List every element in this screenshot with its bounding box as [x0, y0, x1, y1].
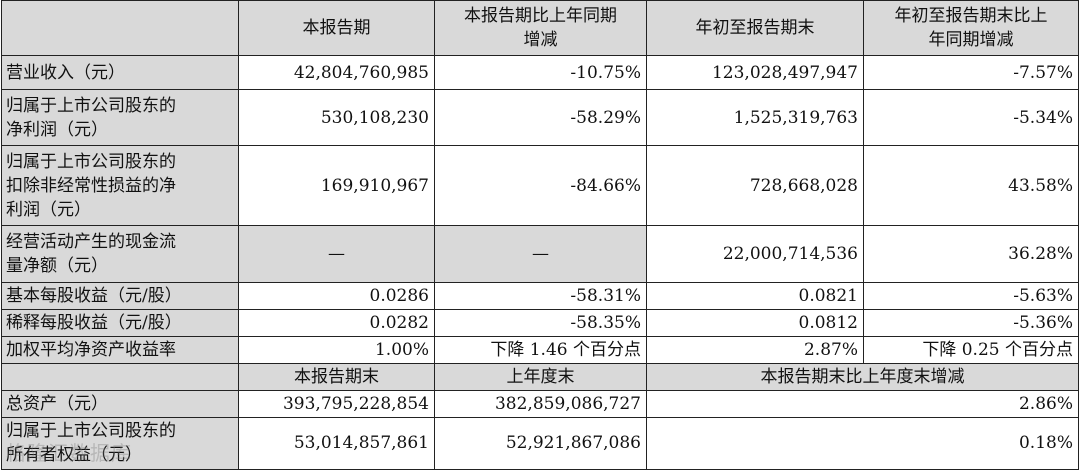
cell-ytd: 0.0821	[646, 281, 864, 310]
row-label-line: 扣除非经常性损益的净	[6, 175, 176, 196]
row-label-line: 总资产（元）	[6, 393, 108, 414]
cell-period-end: 393,795,228,854	[238, 389, 435, 418]
row-label-line: 归属于上市公司股东的	[6, 151, 176, 172]
header-current-period: 本报告期	[238, 0, 435, 57]
table-row: 经营活动产生的现金流 量净额（元） — — 22,000,714,536 36.…	[1, 225, 1079, 283]
subheader-period-end: 本报告期末	[238, 362, 435, 391]
subheader-corner	[1, 362, 239, 391]
subheader-prior-year-end: 上年度末	[434, 362, 647, 391]
cell-ytd: 728,668,028	[646, 145, 864, 227]
row-label-line: 基本每股收益（元/股）	[6, 285, 182, 306]
cell-ytd-change: -5.63%	[863, 281, 1079, 310]
cell-current: —	[238, 225, 435, 283]
header-yoy-change-line2: 增减	[523, 30, 558, 51]
row-label-line: 加权平均净资产收益率	[6, 339, 176, 360]
header-yoy-change: 本报告期比上年同期 增减	[434, 0, 647, 57]
row-label: 经营活动产生的现金流 量净额（元）	[1, 225, 239, 283]
table-row: 营业收入（元） 42,804,760,985 -10.75% 123,028,4…	[1, 55, 1079, 91]
cell-yoy: -58.35%	[434, 308, 647, 337]
row-label-line: 经营活动产生的现金流	[6, 231, 176, 252]
cell-yoy: -10.75%	[434, 55, 647, 91]
header-ytd: 年初至报告期末	[646, 0, 864, 57]
header-ytd-change: 年初至报告期末比上 年同期增减	[863, 0, 1079, 57]
table-row: 总资产（元） 393,795,228,854 382,859,086,727 2…	[1, 389, 1079, 418]
row-label: 归属于上市公司股东的 净利润（元）	[1, 89, 239, 147]
cell-ytd: 22,000,714,536	[646, 225, 864, 283]
subheader-change: 本报告期末比上年度末增减	[646, 362, 1079, 391]
row-label-line: 所有者权益（元）	[6, 445, 142, 466]
table-row: 归属于上市公司股东的 净利润（元） 530,108,230 -58.29% 1,…	[1, 89, 1079, 147]
cell-yoy: -58.31%	[434, 281, 647, 310]
row-label-line: 归属于上市公司股东的	[6, 95, 176, 116]
header-ytd-change-line1: 年初至报告期末比上	[894, 6, 1048, 27]
row-label: 总资产（元）	[1, 389, 239, 418]
row-label-line: 稀释每股收益（元/股）	[6, 312, 182, 333]
cell-current: 530,108,230	[238, 89, 435, 147]
table-row: 稀释每股收益（元/股） 0.0282 -58.35% 0.0812 -5.36%	[1, 308, 1079, 337]
cell-ytd: 1,525,319,763	[646, 89, 864, 147]
cell-change: 2.86%	[646, 389, 1079, 418]
cell-prior-year-end: 52,921,867,086	[434, 416, 647, 471]
cell-yoy: -58.29%	[434, 89, 647, 147]
cell-period-end: 53,014,857,861	[238, 416, 435, 471]
cell-ytd-change: 下降 0.25 个百分点	[863, 335, 1079, 364]
cell-ytd: 0.0812	[646, 308, 864, 337]
row-label: 归属于上市公司股东的 所有者权益（元）	[1, 416, 239, 471]
row-label: 加权平均净资产收益率	[1, 335, 239, 364]
cell-ytd-change: -5.36%	[863, 308, 1079, 337]
row-label-line: 归属于上市公司股东的	[6, 421, 176, 442]
cell-ytd: 123,028,497,947	[646, 55, 864, 91]
table-row: 基本每股收益（元/股） 0.0286 -58.31% 0.0821 -5.63%	[1, 281, 1079, 310]
row-label-line: 量净额（元）	[6, 255, 108, 276]
cell-yoy: —	[434, 225, 647, 283]
row-label-line: 营业收入（元）	[6, 62, 125, 83]
row-label-line: 净利润（元）	[6, 119, 108, 140]
cell-current: 169,910,967	[238, 145, 435, 227]
cell-ytd: 2.87%	[646, 335, 864, 364]
cell-ytd-change: 43.58%	[863, 145, 1079, 227]
row-label: 基本每股收益（元/股）	[1, 281, 239, 310]
row-label: 营业收入（元）	[1, 55, 239, 91]
row-label: 稀释每股收益（元/股）	[1, 308, 239, 337]
cell-current: 42,804,760,985	[238, 55, 435, 91]
table-row: 归属于上市公司股东的 所有者权益（元） 53,014,857,861 52,92…	[1, 416, 1079, 471]
cell-ytd-change: -7.57%	[863, 55, 1079, 91]
cell-yoy: 下降 1.46 个百分点	[434, 335, 647, 364]
row-label-line: 利润（元）	[6, 199, 91, 220]
table-row: 归属于上市公司股东的 扣除非经常性损益的净 利润（元） 169,910,967 …	[1, 145, 1079, 227]
table-row: 加权平均净资产收益率 1.00% 下降 1.46 个百分点 2.87% 下降 0…	[1, 335, 1079, 364]
row-label: 归属于上市公司股东的 扣除非经常性损益的净 利润（元）	[1, 145, 239, 227]
cell-prior-year-end: 382,859,086,727	[434, 389, 647, 418]
header-corner	[1, 0, 239, 57]
header-yoy-change-line1: 本报告期比上年同期	[464, 6, 617, 27]
header-ytd-change-line2: 年同期增减	[928, 30, 1014, 51]
cell-current: 0.0282	[238, 308, 435, 337]
cell-current: 0.0286	[238, 281, 435, 310]
cell-ytd-change: -5.34%	[863, 89, 1079, 147]
cell-ytd-change: 36.28%	[863, 225, 1079, 283]
cell-change: 0.18%	[646, 416, 1079, 471]
cell-yoy: -84.66%	[434, 145, 647, 227]
cell-current: 1.00%	[238, 335, 435, 364]
table-header-row: 本报告期 本报告期比上年同期 增减 年初至报告期末 年初至报告期末比上 年同期增…	[1, 0, 1079, 57]
table-subheader-row: 本报告期末 上年度末 本报告期末比上年度末增减	[1, 362, 1079, 391]
